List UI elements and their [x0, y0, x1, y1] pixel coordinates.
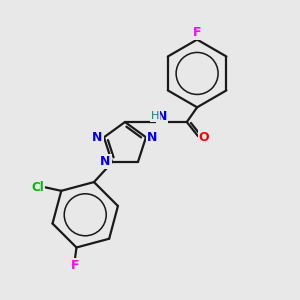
Text: N: N: [100, 155, 111, 169]
Text: N: N: [157, 110, 167, 123]
Text: Cl: Cl: [32, 181, 44, 194]
Text: O: O: [199, 131, 209, 144]
Text: F: F: [193, 26, 201, 39]
Text: N: N: [92, 131, 103, 144]
Text: F: F: [71, 259, 79, 272]
Text: N: N: [147, 131, 158, 144]
Text: H: H: [151, 111, 159, 121]
